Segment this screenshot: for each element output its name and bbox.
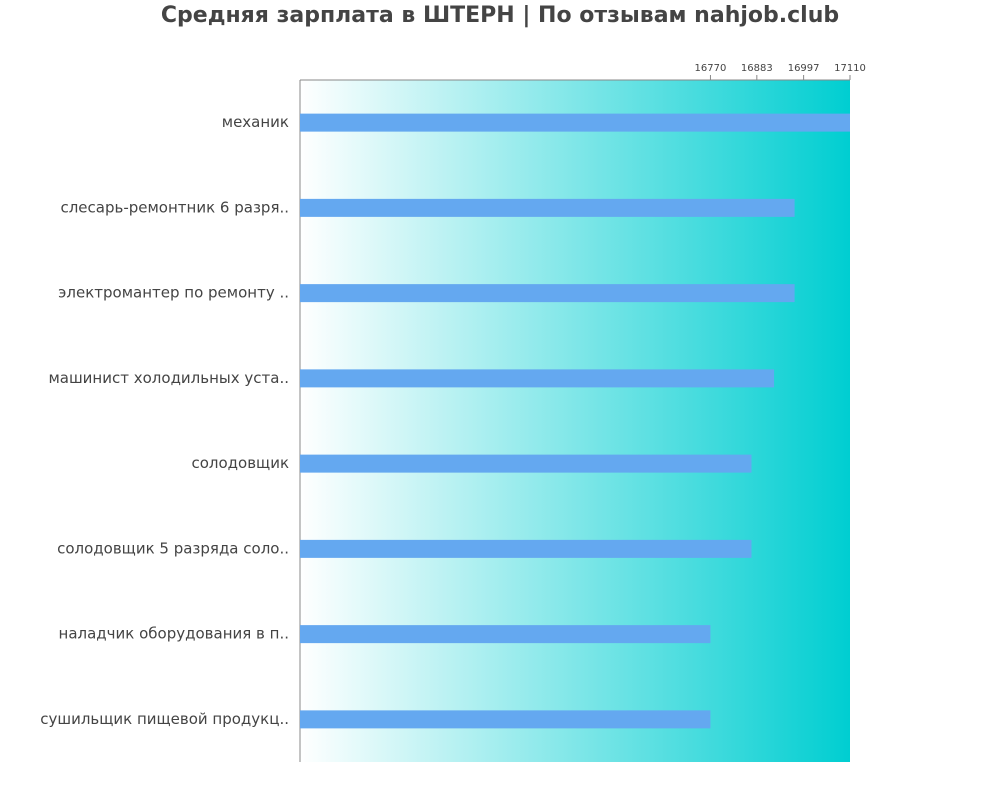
- bar: [300, 625, 711, 644]
- bar: [300, 454, 752, 473]
- x-tick-label: 17110: [834, 63, 866, 74]
- x-tick-label: 16997: [788, 63, 820, 74]
- bar: [300, 284, 795, 303]
- bar: [300, 113, 850, 132]
- y-tick-label: солодовщик: [191, 454, 289, 472]
- x-tick-label: 16770: [695, 63, 727, 74]
- y-tick-label: наладчик оборудования в п..: [59, 625, 289, 643]
- y-tick-label: солодовщик 5 разряда соло..: [57, 539, 289, 557]
- chart-title: Средняя зарплата в ШТЕРН | По отзывам na…: [161, 3, 839, 28]
- bar: [300, 539, 752, 558]
- y-tick-label: механик: [222, 113, 289, 131]
- y-tick-label: электромантер по ремонту ..: [58, 284, 289, 302]
- x-tick-label: 16883: [741, 63, 773, 74]
- plot-background: [300, 80, 850, 762]
- bar: [300, 710, 711, 729]
- y-tick-label: слесарь-ремонтник 6 разря..: [60, 198, 289, 216]
- y-tick-label: машинист холодильных уста..: [48, 369, 289, 387]
- y-tick-label: сушильщик пищевой продукц..: [40, 710, 289, 728]
- bar: [300, 369, 775, 388]
- bar: [300, 198, 795, 217]
